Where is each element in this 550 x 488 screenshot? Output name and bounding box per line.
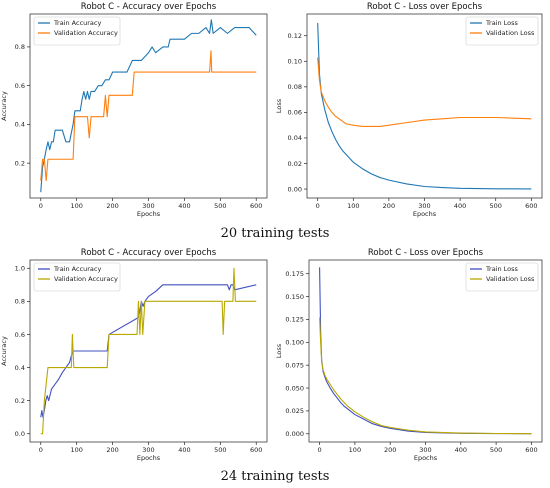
y-tick-label: 0.0 xyxy=(15,430,25,438)
x-axis-label: Epochs xyxy=(413,210,437,218)
x-tick-label: 600 xyxy=(250,202,262,210)
plot-frame xyxy=(29,259,268,443)
x-tick-label: 100 xyxy=(70,202,82,210)
y-tick-label: 0.050 xyxy=(285,384,304,392)
y-axis-label: Loss xyxy=(275,343,283,358)
y-tick-label: 0.4 xyxy=(15,364,25,372)
x-tick-label: 400 xyxy=(455,446,467,454)
chart-accuracy-24: Robot C - Accuracy over Epochs 0 100 200 300… xyxy=(0,248,268,462)
chart-loss-24: Robot C - Loss over Epochs 0 100 200 300 400 5… xyxy=(275,248,543,462)
x-tick-label: 400 xyxy=(454,202,466,210)
y-tick-label: 0.6 xyxy=(15,331,25,339)
y-tick-label: 0.02 xyxy=(288,160,302,168)
x-tick-label: 600 xyxy=(250,446,262,454)
series-line-1 xyxy=(40,267,257,435)
x-tick-label: 0 xyxy=(318,446,322,454)
x-tick-label: 300 xyxy=(418,202,430,210)
y-tick-label: 0.4 xyxy=(15,121,25,129)
caption-24-training-tests: 24 training tests xyxy=(220,469,330,484)
x-tick-label: 600 xyxy=(525,202,537,210)
x-tick-label: 600 xyxy=(525,446,537,454)
x-tick-label: 100 xyxy=(70,446,82,454)
chart-title: Robot C - Accuracy over Epochs xyxy=(81,248,217,258)
x-tick-label: 500 xyxy=(214,446,226,454)
x-tick-label: 500 xyxy=(490,202,502,210)
series-line-1 xyxy=(317,57,532,127)
x-axis-label: Epochs xyxy=(137,210,161,218)
y-tick-label: 0.8 xyxy=(15,298,25,306)
series-line-0 xyxy=(317,22,532,190)
y-axis-label: Loss xyxy=(275,98,283,113)
y-tick-label: 0.08 xyxy=(288,83,302,91)
y-tick-label: 0.04 xyxy=(288,134,302,142)
legend-label: Train Loss xyxy=(485,19,519,27)
series-line-0 xyxy=(40,284,257,418)
legend-box xyxy=(33,16,121,46)
x-tick-label: 100 xyxy=(349,446,361,454)
y-tick-label: 0.06 xyxy=(288,109,302,117)
x-tick-label: 0 xyxy=(316,202,320,210)
x-tick-label: 500 xyxy=(214,202,226,210)
x-tick-label: 300 xyxy=(142,202,154,210)
y-tick-label: 0.100 xyxy=(285,339,304,347)
legend-label: Validation Loss xyxy=(486,275,535,283)
y-tick-label: 0.175 xyxy=(285,270,304,278)
y-tick-label: 0.12 xyxy=(288,32,302,40)
x-tick-label: 300 xyxy=(142,446,154,454)
y-axis-label: Accuracy xyxy=(0,91,8,121)
y-tick-label: 0.2 xyxy=(15,159,25,167)
x-tick-label: 100 xyxy=(347,202,359,210)
x-axis-label: Epochs xyxy=(137,454,161,462)
chart-loss-20: Robot C - Loss over Epochs 0 100 200 300 400 5… xyxy=(275,2,543,218)
caption-20-training-tests: 20 training tests xyxy=(220,226,330,241)
y-tick-label: 0.6 xyxy=(15,82,25,90)
y-tick-label: 0.150 xyxy=(285,293,304,301)
legend-box xyxy=(465,16,539,46)
y-tick-label: 0.8 xyxy=(15,43,25,51)
y-tick-label: 0.125 xyxy=(285,316,304,324)
series-line-1 xyxy=(319,317,532,435)
y-tick-label: 0.10 xyxy=(288,58,302,66)
x-tick-label: 0 xyxy=(39,446,43,454)
y-tick-label: 0.000 xyxy=(285,430,304,438)
x-tick-label: 400 xyxy=(178,446,190,454)
series-line-1 xyxy=(40,50,257,182)
plot-frame xyxy=(308,259,543,443)
legend-box xyxy=(465,262,539,292)
series-line-0 xyxy=(319,267,532,435)
legend-label: Train Accuracy xyxy=(53,265,101,273)
x-tick-label: 200 xyxy=(106,446,118,454)
x-tick-label: 200 xyxy=(383,202,395,210)
chart-title: Robot C - Accuracy over Epochs xyxy=(81,2,217,12)
x-tick-label: 200 xyxy=(384,446,396,454)
y-axis-label: Accuracy xyxy=(0,336,8,366)
legend-label: Train Accuracy xyxy=(53,19,101,27)
x-tick-label: 200 xyxy=(106,202,118,210)
legend-label: Validation Accuracy xyxy=(54,29,118,37)
x-axis-label: Epochs xyxy=(414,454,438,462)
plot-frame xyxy=(29,13,268,199)
chart-accuracy-20: Robot C - Accuracy over Epochs 0 100 200 300… xyxy=(0,2,268,218)
chart-title: Robot C - Loss over Epochs xyxy=(367,2,483,12)
legend-label: Train Loss xyxy=(485,265,519,273)
x-tick-label: 300 xyxy=(419,446,431,454)
legend-box xyxy=(33,262,121,292)
y-tick-label: 0.075 xyxy=(285,361,304,369)
y-tick-label: 0.00 xyxy=(288,185,302,193)
series-line-0 xyxy=(40,19,257,193)
x-tick-label: 0 xyxy=(39,202,43,210)
legend-label: Validation Loss xyxy=(486,29,535,37)
y-tick-label: 1.0 xyxy=(15,265,25,273)
x-tick-label: 500 xyxy=(490,446,502,454)
y-tick-label: 0.2 xyxy=(15,397,25,405)
plot-frame xyxy=(306,13,543,199)
x-tick-label: 400 xyxy=(178,202,190,210)
chart-title: Robot C - Loss over Epochs xyxy=(368,248,484,258)
legend-label: Validation Accuracy xyxy=(54,275,118,283)
y-tick-label: 0.025 xyxy=(285,407,304,415)
